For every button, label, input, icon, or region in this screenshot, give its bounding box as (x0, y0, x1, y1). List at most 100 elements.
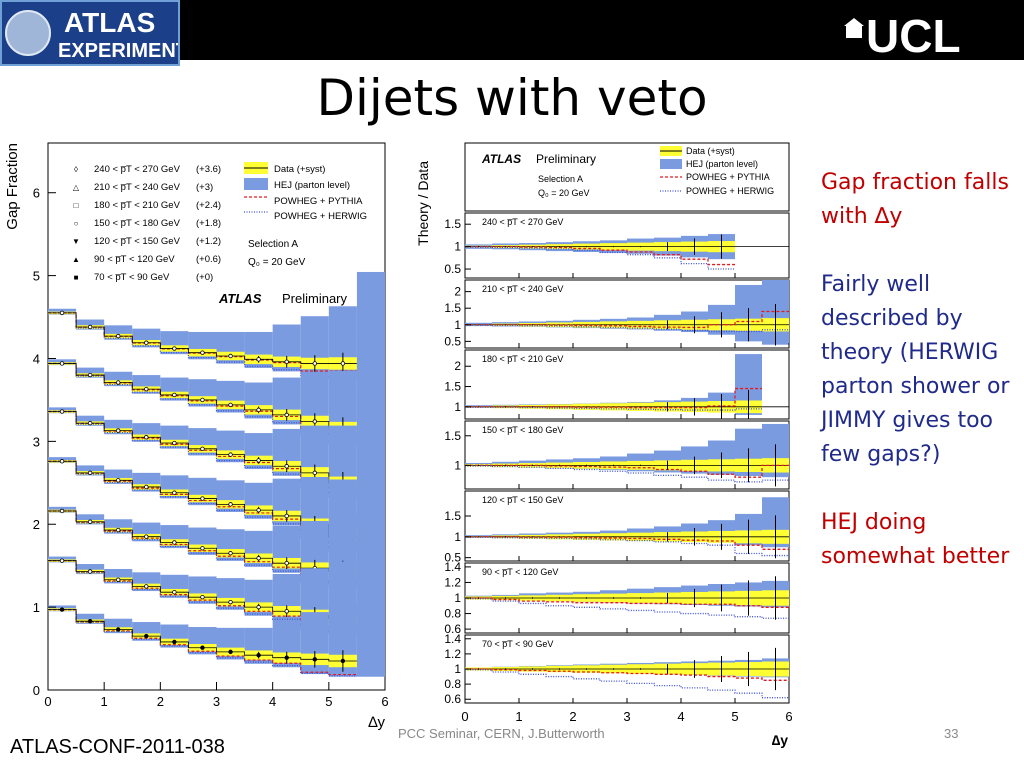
data-point (59, 459, 65, 464)
data-point (59, 409, 65, 414)
data-point (87, 569, 93, 574)
ratio-panel-label: 240 < p̅T < 270 GeV (482, 217, 563, 227)
y-tick-label: 1 (454, 318, 461, 332)
y-tick-label: 1.2 (444, 575, 461, 589)
y-tick-label: 1.4 (444, 560, 461, 574)
y-tick-label: 5 (33, 269, 40, 284)
powheg-herwig-ratio (465, 536, 789, 557)
y-tick-label: 1.5 (444, 217, 461, 231)
data-point (87, 519, 93, 524)
y-axis-label: Gap Fraction (4, 143, 21, 230)
data-point (116, 428, 121, 433)
legend-model-label: POWHEG + HERWIG (274, 211, 367, 222)
data-point (340, 658, 346, 664)
hej-band-bin (76, 319, 105, 330)
x-tick-label: 2 (569, 709, 576, 724)
data-point (200, 496, 205, 501)
ratio-panel-label: 120 < p̅T < 150 GeV (482, 495, 563, 505)
data-point (144, 584, 149, 589)
y-tick-label: 0.5 (444, 551, 461, 565)
powheg-herwig-line (48, 312, 357, 379)
legend-model-label: HEJ (parton level) (686, 159, 758, 169)
data-point (116, 627, 121, 632)
theory-data-ratio-chart: ATLAS Preliminary Selection A Q₀ = 20 GeV Da… (415, 142, 793, 748)
data-point (256, 357, 261, 362)
data-point (87, 372, 93, 378)
powheg-herwig-ratio (465, 465, 789, 483)
data-point (172, 590, 177, 595)
data-point (116, 577, 121, 582)
y-tick-label: 4 (33, 351, 40, 366)
data-point (200, 645, 205, 650)
data-point (256, 458, 261, 463)
y-tick-label: 1 (454, 240, 461, 254)
legend-frame (464, 142, 790, 212)
legend-series-offset: (+0) (196, 272, 213, 283)
y-tick-label: 0.8 (444, 677, 461, 691)
data-point (256, 652, 261, 658)
hej-band-bin (356, 569, 385, 677)
data-point (87, 470, 93, 476)
atlas-logo-graphic: ATLAS EXPERIMENT (5, 7, 188, 62)
data-point (312, 470, 317, 476)
x-tick-label: 1 (101, 694, 108, 709)
data-point (256, 556, 261, 561)
data-point (87, 420, 93, 426)
legend-marker: ■ (74, 273, 79, 282)
data-point (228, 402, 233, 408)
legend-model-label: POWHEG + PYTHIA (686, 172, 770, 182)
x-axis-label: ∆y (772, 732, 789, 748)
commentary: Gap fraction falls with ∆y Fairly well d… (821, 166, 1021, 608)
ratio-panel-label: 70 < p̅T < 90 GeV (482, 639, 553, 649)
y-tick-label: 1 (454, 662, 461, 676)
legend-model-label: Data (+syst) (274, 164, 325, 175)
legend-series-offset: (+1.8) (196, 218, 221, 229)
legend-marker: ▼ (72, 237, 80, 246)
data-point (340, 361, 346, 366)
preliminary-label: Preliminary (536, 152, 596, 166)
ucl-logo: UCL (840, 8, 1000, 62)
note-theory-description: Fairly well described by theory (HERWIG … (821, 272, 1010, 467)
y-tick-label: 1.2 (444, 647, 461, 661)
data-point (172, 490, 177, 495)
data-point (116, 527, 121, 533)
data-point (256, 407, 261, 413)
data-point (172, 540, 177, 545)
data-point (144, 386, 149, 392)
data-point (312, 657, 317, 662)
legend-marker: △ (73, 183, 80, 192)
legend-marker: ○ (74, 219, 79, 228)
hej-band-bin (76, 367, 105, 378)
legend-series-label: 210 < p̅T < 240 GeV (94, 182, 181, 193)
data-point (200, 446, 205, 452)
slide-number: 33 (944, 726, 959, 741)
x-tick-label: 3 (213, 694, 220, 709)
legend-series-label: 150 < p̅T < 180 GeV (94, 218, 181, 229)
q0-annotation: Q₀ = 20 GeV (538, 188, 590, 198)
y-tick-label: 2 (454, 285, 461, 299)
y-tick-label: 1.5 (444, 380, 461, 394)
ucl-logo-text: UCL (866, 10, 961, 58)
data-point (284, 655, 289, 660)
y-tick-label: 0.5 (444, 334, 461, 348)
slide-title: Dijets with veto (316, 69, 708, 127)
atlas-experiment-logo: ATLAS EXPERIMENT (0, 0, 188, 66)
data-point (144, 484, 149, 490)
note-gap-fraction: Gap fraction falls with ∆y (821, 170, 1009, 229)
ucl-portico-icon (846, 26, 862, 38)
data-point (228, 353, 233, 359)
data-point (172, 392, 177, 398)
data-point (284, 464, 289, 469)
data-point (284, 412, 289, 418)
gap-fraction-chart: 0 1 2 3 4 5 6 0 1 2 3 4 5 6 ∆y Gap Fraction ◊ 240 < p̅T <… (4, 142, 389, 731)
legend-series-label: 240 < p̅T < 270 GeV (94, 164, 181, 175)
ratio-panel-label: 210 < p̅T < 240 GeV (482, 284, 563, 294)
y-tick-label: 0 (33, 683, 40, 698)
y-tick-label: 0.6 (444, 622, 461, 636)
data-point (59, 310, 65, 316)
legend-series-label: 90 < p̅T < 120 GeV (94, 254, 175, 265)
x-tick-label: 3 (623, 709, 630, 724)
data-point (284, 560, 289, 566)
data-point (59, 558, 65, 563)
data-step-line (48, 312, 357, 364)
